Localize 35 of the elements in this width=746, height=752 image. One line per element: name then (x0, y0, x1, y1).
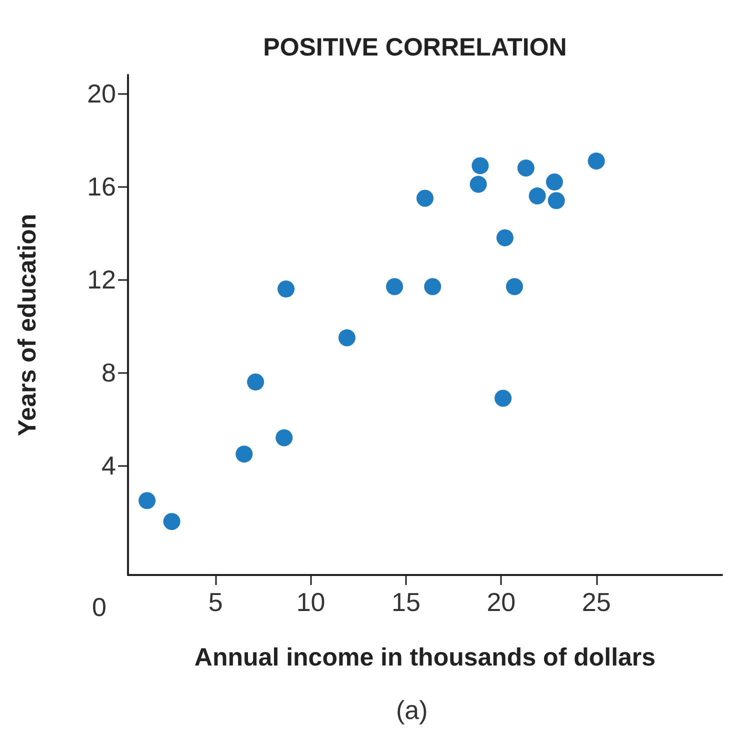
point (496, 229, 514, 246)
x-tick-label: 15 (392, 587, 420, 617)
point (548, 192, 565, 210)
point (338, 329, 356, 346)
point (546, 173, 563, 190)
x-tick-label: 10 (296, 587, 326, 617)
point (506, 278, 523, 296)
x-tick-label: 20 (486, 587, 516, 617)
point (588, 152, 605, 170)
y-tick-label: 20 (87, 78, 116, 109)
point (138, 492, 156, 510)
x-tick-label: 25 (582, 587, 611, 617)
y-axis-title: Years of education (14, 214, 42, 436)
chart-title: POSITIVE CORRELATION (263, 34, 567, 62)
point (470, 176, 487, 193)
point (472, 157, 489, 174)
point (517, 160, 534, 177)
point (163, 513, 180, 530)
y-tick-label: 12 (87, 264, 116, 295)
x-tick-label: 5 (208, 587, 223, 617)
point (386, 278, 404, 296)
y-tick-label: 4 (102, 450, 116, 481)
point (528, 187, 546, 204)
point (247, 373, 264, 390)
point (276, 429, 293, 446)
point (236, 446, 253, 463)
text: (a) (396, 695, 428, 725)
y-tick-label: 8 (102, 358, 116, 388)
point (494, 390, 512, 407)
x-axis-title: Annual income in thousands of dollars (194, 644, 656, 672)
point (278, 280, 295, 298)
point (416, 190, 434, 207)
point (424, 278, 442, 296)
text: 0 (92, 592, 106, 622)
y-tick-label: 16 (87, 172, 116, 202)
